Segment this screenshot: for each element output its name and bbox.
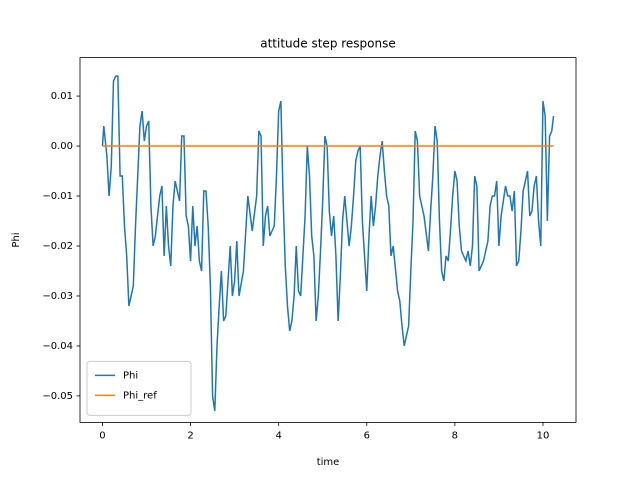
x-tick-label: 2 [187,430,193,441]
y-tick-label: 0.00 [51,141,73,152]
y-tick-label: −0.01 [42,191,73,202]
plot-frame [79,57,577,423]
y-tick-label: 0.01 [51,91,73,102]
y-tick-label: −0.03 [42,291,73,302]
y-tick-label: −0.04 [42,341,73,352]
x-tick-label: 6 [364,430,370,441]
legend-box [86,360,192,416]
x-tick-label: 8 [452,430,458,441]
x-tick-label: 0 [99,430,105,441]
x-tick-label: 4 [275,430,281,441]
y-tick-label: −0.05 [42,391,73,402]
y-axis-label: Phi [11,232,22,247]
chart-title: attitude step response [260,37,396,51]
x-tick-label: 10 [537,430,550,441]
legend-label: Phi_ref [123,390,157,401]
x-axis-label: time [317,457,340,468]
y-tick-label: −0.02 [42,241,73,252]
legend-label: Phi [123,370,138,381]
data-line [101,75,555,412]
